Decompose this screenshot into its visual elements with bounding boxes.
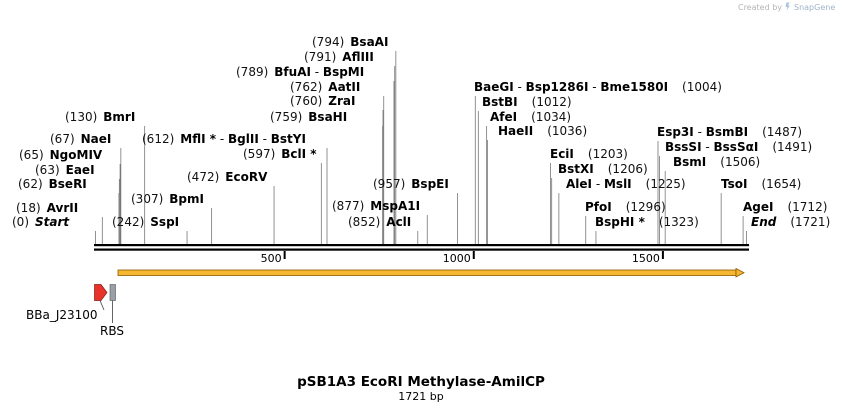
site-label-bstbi[interactable]: BstBI (1012) — [482, 95, 572, 109]
site-label-acli[interactable]: (852) AclI — [348, 215, 411, 229]
site-label-bsmi[interactable]: BsmI (1506) — [673, 155, 760, 169]
scale-tick-500 — [283, 251, 286, 259]
site-label-agei[interactable]: AgeI (1712) — [743, 200, 827, 214]
site-label-bsaai[interactable]: (794) BsaAI — [312, 35, 388, 49]
backbone-top-strand — [94, 244, 749, 247]
scale-tick-1000 — [472, 251, 475, 259]
snapgene-logo-icon — [785, 2, 790, 11]
site-label-mspa1i[interactable]: (877) MspA1I — [332, 199, 420, 213]
credit-brand: SnapGene — [794, 3, 835, 12]
site-label-aflii[interactable]: (791) AflIII — [304, 50, 374, 64]
orf-arrow[interactable] — [117, 267, 745, 278]
site-label-tsoi[interactable]: TsoI (1654) — [721, 177, 801, 191]
site-label-aatii[interactable]: (762) AatII — [290, 80, 360, 94]
feature-label-rbs: RBS — [100, 324, 124, 338]
site-label-haeii[interactable]: HaeII (1036) — [498, 124, 587, 138]
site-label-alei[interactable]: AleI - MslI (1225) — [566, 177, 686, 191]
site-label-avrii[interactable]: (18) AvrII — [16, 201, 78, 215]
scale-tick-label-500: 500 — [261, 252, 282, 265]
scale-tick-1500 — [661, 251, 664, 259]
site-label-bcli[interactable]: (597) BclI * — [243, 147, 317, 161]
promoter-bba-j23100[interactable]: BBa_J23100 — [26, 284, 108, 323]
site-label-bsssi[interactable]: BssSI - BssSαI (1491) — [665, 140, 812, 154]
site-label-bspei[interactable]: (957) BspEI — [373, 177, 449, 191]
site-label-ecii[interactable]: EciI (1203) — [550, 147, 628, 161]
site-label-sspi[interactable]: (242) SspI — [112, 215, 179, 229]
map-title: pSB1A3 EcoRI Methylase-AmilCP — [297, 374, 545, 390]
site-label-afei[interactable]: AfeI (1034) — [490, 110, 571, 124]
site-label-bfuai[interactable]: (789) BfuAI - BspMI — [236, 65, 364, 79]
backbone-bottom-strand — [94, 248, 749, 251]
site-labels: (0) Start(18) AvrII (62) BseRI(63) EaeI(65) Ng… — [12, 35, 830, 229]
site-label-bpmi[interactable]: (307) BpmI — [131, 192, 204, 206]
site-label-zrai[interactable]: (760) ZraI — [290, 94, 355, 108]
scale-ticks: 500 1000 1500 — [261, 251, 664, 265]
site-label-bstxi[interactable]: BstXI (1206) — [558, 162, 648, 176]
map-length: 1721 bp — [398, 390, 443, 403]
rbs-feature[interactable]: RBS — [100, 284, 124, 339]
scale-tick-label-1500: 1500 — [632, 252, 660, 265]
feature-label-bba-j23100: BBa_J23100 — [26, 308, 98, 322]
site-label-ecorv[interactable]: (472) EcoRV — [187, 170, 268, 184]
site-label-start[interactable]: (0) Start — [12, 215, 70, 229]
site-label-pfoi[interactable]: PfoI (1296) — [585, 200, 666, 214]
scale-tick-label-1000: 1000 — [443, 252, 471, 265]
credit-prefix: Created by — [738, 3, 782, 12]
site-label-bmri[interactable]: (130) BmrI — [65, 110, 135, 124]
site-label-bsphi[interactable]: BspHI * (1323) — [595, 215, 699, 229]
site-label-bsahi[interactable]: (759) BsaHI — [270, 110, 347, 124]
site-label-eaei[interactable]: (63) EaeI — [35, 163, 95, 177]
site-label-baegi[interactable]: BaeGI - Bsp1286I - Bme1580I (1004) — [474, 80, 722, 94]
site-label-end[interactable]: End (1721) — [751, 215, 830, 229]
site-label-esp3i[interactable]: Esp3I - BsmBI (1487) — [657, 125, 802, 139]
site-label-ngomiv[interactable]: (65) NgoMIV — [19, 148, 103, 162]
site-label-naei[interactable]: (67) NaeI — [50, 132, 111, 146]
site-label-bseri[interactable]: (62) BseRI — [18, 177, 87, 191]
site-leaders — [95, 51, 747, 244]
site-label-mfli[interactable]: (612) MflI * - BglII - BstYI — [142, 132, 306, 146]
